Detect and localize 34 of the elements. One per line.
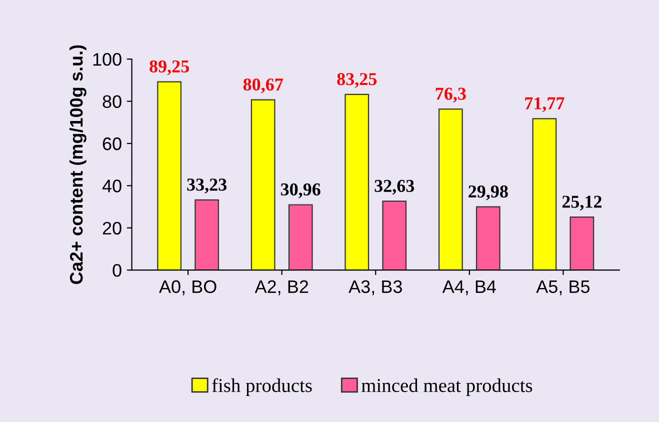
y-tick-label: 0 [112,264,122,277]
x-tick-label: A0, BO [159,280,216,296]
bar [344,94,370,270]
y-tick-label: 40 [102,180,122,192]
bar [157,81,182,270]
x-tick-label: A3, B3 [348,280,402,296]
bar [476,206,500,270]
bar [438,108,463,270]
bar [250,99,276,270]
x-tick-label: A4, B4 [442,280,496,296]
data-label: 30,96 [280,183,320,198]
data-label: 80,67 [243,78,283,94]
data-label: 32,63 [374,180,414,195]
data-label: 33,23 [187,178,227,194]
y-tick-label: 80 [102,95,122,108]
bar [570,216,594,270]
bar [532,118,557,270]
bar [288,204,313,270]
y-tick-label: 100 [93,53,122,66]
x-tick-label: A2, B2 [254,280,308,296]
bar [382,200,407,270]
bar [194,199,220,270]
legend-label: minced meat products [362,378,532,396]
y-axis-title: Ca2+ content (mg/100g s.u.) [69,45,86,284]
data-label: 89,25 [150,60,189,76]
data-label: 71,77 [525,97,564,112]
data-label: 83,25 [337,73,377,88]
y-tick-label: 60 [102,137,122,150]
data-label: 29,98 [468,185,508,200]
data-label: 76,3 [436,88,466,102]
x-tick-label: A5, B5 [536,280,590,296]
legend-label: fish products [212,378,312,396]
y-tick-label: 20 [102,222,122,235]
data-label: 25,12 [562,196,602,210]
